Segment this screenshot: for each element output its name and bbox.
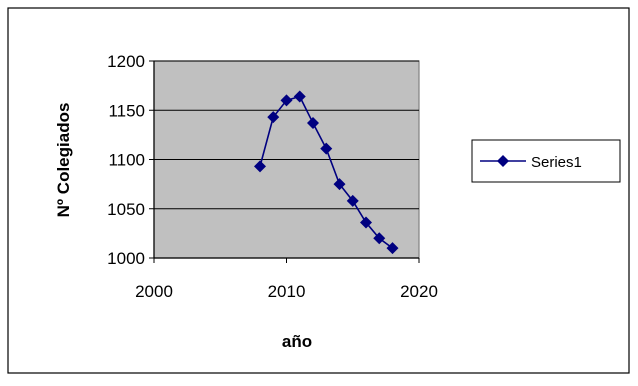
axes <box>149 60 420 263</box>
data-point <box>293 90 306 103</box>
series-layer <box>254 90 399 255</box>
data-point <box>254 160 266 173</box>
y-axis-title: Nº Colegiados <box>54 103 73 218</box>
data-point <box>360 216 372 229</box>
data-point <box>307 117 319 130</box>
legend-series-label: Series1 <box>531 154 582 171</box>
legend: Series1 <box>471 139 621 183</box>
data-point <box>280 94 293 107</box>
x-tick-labels: 2000 2010 2020 <box>135 282 438 301</box>
data-point <box>346 194 359 207</box>
x-tick-label: 2000 <box>135 282 173 301</box>
y-tick-label: 1000 <box>107 249 145 268</box>
data-point <box>373 232 386 245</box>
y-tick-label: 1150 <box>108 101 145 120</box>
x-tick-label: 2020 <box>400 282 438 301</box>
x-axis-title: año <box>282 332 312 351</box>
legend-series-marker <box>497 155 509 167</box>
data-point <box>333 178 346 191</box>
gridlines <box>154 60 419 210</box>
y-tick-label: 1100 <box>108 151 145 170</box>
data-point <box>320 142 333 155</box>
x-tick-label: 2010 <box>268 282 306 301</box>
y-tick-label: 1200 <box>107 52 145 71</box>
data-point <box>386 242 399 255</box>
y-tick-labels: 1000 1050 1100 1150 1200 <box>107 52 145 268</box>
data-point <box>267 111 280 124</box>
y-tick-label: 1050 <box>107 200 145 219</box>
